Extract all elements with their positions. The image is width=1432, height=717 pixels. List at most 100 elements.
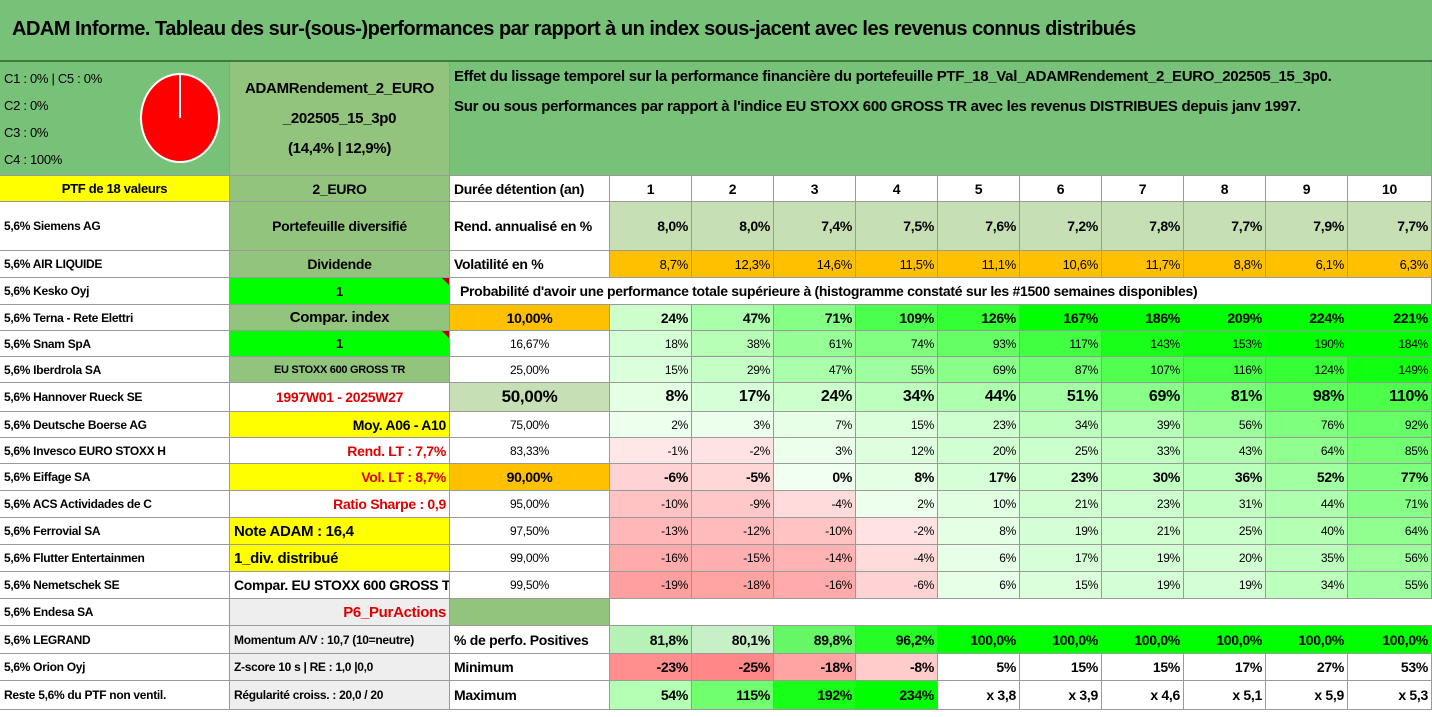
year-header[interactable]: 4 — [856, 176, 938, 202]
probability-value[interactable]: 24% — [774, 383, 856, 412]
volatility-cell[interactable]: 11,5% — [856, 251, 938, 278]
probability-value[interactable]: 15% — [1020, 572, 1102, 599]
probability-value[interactable]: 19% — [1102, 572, 1184, 599]
volatility-cell[interactable]: 11,7% — [1102, 251, 1184, 278]
info-cell[interactable]: Moy. A06 - A10 — [230, 412, 450, 438]
ptf-count-label[interactable]: PTF de 18 valeurs — [0, 176, 230, 202]
probability-value[interactable]: 8% — [610, 383, 692, 412]
probability-value[interactable]: 17% — [692, 383, 774, 412]
info-cell[interactable]: Portefeuille diversifié — [230, 202, 450, 251]
positive-perf-cell[interactable]: 100,0% — [1020, 626, 1102, 654]
info-cell[interactable]: 2_EURO — [230, 176, 450, 202]
probability-title[interactable]: Probabilité d'avoir une performance tota… — [450, 278, 1350, 305]
holding-row[interactable]: 5,6% Ferrovial SA — [0, 518, 230, 545]
info-cell[interactable]: Momentum A/V : 10,7 (10=neutre) — [230, 626, 450, 654]
annualized-return-cell[interactable]: 7,2% — [1020, 202, 1102, 251]
year-header[interactable]: 8 — [1184, 176, 1266, 202]
probability-value[interactable]: 56% — [1184, 412, 1266, 438]
probability-value[interactable]: -14% — [774, 545, 856, 572]
holding-row[interactable]: 5,6% Invesco EURO STOXX H — [0, 438, 230, 464]
year-header[interactable]: 5 — [938, 176, 1020, 202]
probability-value[interactable]: 109% — [856, 305, 938, 331]
holding-row[interactable]: 5,6% Orion Oyj — [0, 654, 230, 681]
spacer-cell[interactable] — [610, 599, 1432, 626]
probability-threshold[interactable]: 50,00% — [450, 383, 610, 412]
maximum-cell[interactable]: x 4,6 — [1102, 681, 1184, 710]
maximum-cell[interactable]: 54% — [610, 681, 692, 710]
maximum-cell[interactable]: 234% — [856, 681, 938, 710]
info-cell[interactable]: 1997W01 - 2025W27 — [230, 383, 450, 412]
minimum-cell[interactable]: -25% — [692, 654, 774, 681]
volatility-cell[interactable]: 12,3% — [692, 251, 774, 278]
positive-perf-cell[interactable]: 89,8% — [774, 626, 856, 654]
probability-value[interactable]: 17% — [938, 464, 1020, 491]
probability-value[interactable]: -5% — [692, 464, 774, 491]
info-cell[interactable]: P6_PurActions — [230, 599, 450, 626]
probability-value[interactable]: 6% — [938, 572, 1020, 599]
probability-value[interactable]: 107% — [1102, 357, 1184, 383]
probability-value[interactable]: -10% — [610, 491, 692, 518]
probability-value[interactable]: 21% — [1020, 491, 1102, 518]
positive-perf-cell[interactable]: 100,0% — [938, 626, 1020, 654]
probability-value[interactable]: 71% — [1348, 491, 1432, 518]
info-cell[interactable]: Vol. LT : 8,7% — [230, 464, 450, 491]
holding-row[interactable]: 5,6% Siemens AG — [0, 202, 230, 251]
probability-value[interactable]: 19% — [1102, 545, 1184, 572]
minimum-cell[interactable]: 27% — [1266, 654, 1348, 681]
probability-value[interactable]: 186% — [1102, 305, 1184, 331]
probability-value[interactable]: 25% — [1020, 438, 1102, 464]
info-cell[interactable]: Z-score 10 s | RE : 1,0 |0,0 — [230, 654, 450, 681]
probability-value[interactable]: 55% — [1348, 572, 1432, 599]
minimum-label[interactable]: Minimum — [450, 654, 610, 681]
probability-value[interactable]: 3% — [774, 438, 856, 464]
annualized-return-cell[interactable]: 7,7% — [1184, 202, 1266, 251]
probability-value[interactable]: -13% — [610, 518, 692, 545]
probability-value[interactable]: 44% — [938, 383, 1020, 412]
probability-threshold[interactable]: 90,00% — [450, 464, 610, 491]
info-cell[interactable]: Régularité croiss. : 20,0 / 20 — [230, 681, 450, 710]
probability-value[interactable]: 8% — [856, 464, 938, 491]
probability-threshold[interactable]: 83,33% — [450, 438, 610, 464]
probability-value[interactable]: 2% — [856, 491, 938, 518]
probability-value[interactable]: 71% — [774, 305, 856, 331]
holding-row[interactable]: 5,6% Deutsche Boerse AG — [0, 412, 230, 438]
probability-value[interactable]: 124% — [1266, 357, 1348, 383]
empty-cell[interactable] — [1348, 278, 1432, 305]
positive-perf-cell[interactable]: 100,0% — [1266, 626, 1348, 654]
holding-row[interactable]: 5,6% Iberdrola SA — [0, 357, 230, 383]
probability-value[interactable]: 184% — [1348, 331, 1432, 357]
probability-value[interactable]: 224% — [1266, 305, 1348, 331]
probability-value[interactable]: 3% — [692, 412, 774, 438]
probability-value[interactable]: 25% — [1184, 518, 1266, 545]
year-header[interactable]: 7 — [1102, 176, 1184, 202]
annualized-return-label[interactable]: Rend. annualisé en % — [450, 202, 610, 251]
probability-value[interactable]: 221% — [1348, 305, 1432, 331]
volatility-cell[interactable]: 14,6% — [774, 251, 856, 278]
volatility-cell[interactable]: 6,1% — [1266, 251, 1348, 278]
probability-value[interactable]: 77% — [1348, 464, 1432, 491]
probability-value[interactable]: 92% — [1348, 412, 1432, 438]
maximum-cell[interactable]: x 5,9 — [1266, 681, 1348, 710]
maximum-cell[interactable]: x 3,8 — [938, 681, 1020, 710]
holding-row[interactable]: 5,6% Eiffage SA — [0, 464, 230, 491]
year-header[interactable]: 2 — [692, 176, 774, 202]
probability-value[interactable]: 209% — [1184, 305, 1266, 331]
probability-value[interactable]: 64% — [1266, 438, 1348, 464]
probability-value[interactable]: 116% — [1184, 357, 1266, 383]
spacer-cell[interactable] — [450, 599, 610, 626]
positive-perf-cell[interactable]: 96,2% — [856, 626, 938, 654]
volatility-cell[interactable]: 8,8% — [1184, 251, 1266, 278]
probability-value[interactable]: -6% — [610, 464, 692, 491]
probability-value[interactable]: 33% — [1102, 438, 1184, 464]
probability-value[interactable]: 69% — [938, 357, 1020, 383]
probability-value[interactable]: 149% — [1348, 357, 1432, 383]
probability-value[interactable]: 52% — [1266, 464, 1348, 491]
year-header[interactable]: 10 — [1348, 176, 1432, 202]
holding-row[interactable]: 5,6% AIR LIQUIDE — [0, 251, 230, 278]
probability-value[interactable]: 55% — [856, 357, 938, 383]
probability-value[interactable]: 20% — [938, 438, 1020, 464]
annualized-return-cell[interactable]: 7,4% — [774, 202, 856, 251]
volatility-cell[interactable]: 10,6% — [1020, 251, 1102, 278]
maximum-label[interactable]: Maximum — [450, 681, 610, 710]
holding-row[interactable]: 5,6% Endesa SA — [0, 599, 230, 626]
